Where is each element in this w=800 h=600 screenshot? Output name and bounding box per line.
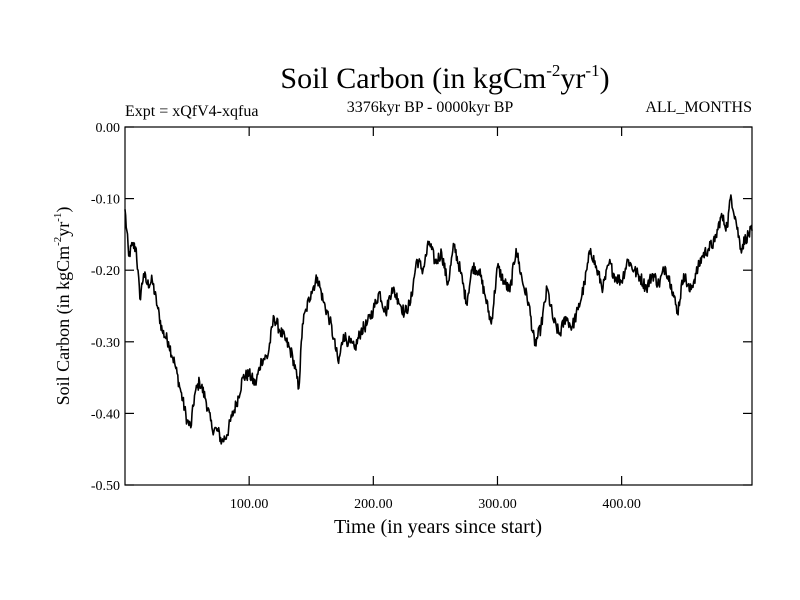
x-axis-title: Time (in years since start) xyxy=(334,516,542,538)
y-axis-title-sup2: -1 xyxy=(52,213,64,222)
y-tick-label: -0.10 xyxy=(91,193,120,208)
y-tick-label: 0.00 xyxy=(96,121,121,136)
x-tick-label: 200.00 xyxy=(354,497,393,512)
x-axis-ticks: 100.00 200.00 300.00 400.00 xyxy=(230,127,641,512)
subtitle-experiment: Expt = xQfV4-xqfua xyxy=(125,103,258,120)
x-tick-label: 400.00 xyxy=(602,497,641,512)
chart-title-sup1: -2 xyxy=(546,61,560,80)
plot-frame xyxy=(124,126,753,486)
chart-title-sup2: -1 xyxy=(585,61,599,80)
x-tick-label: 100.00 xyxy=(230,497,269,512)
y-axis-title-sup1: -2 xyxy=(52,237,64,246)
y-axis-ticks: 0.00 -0.10 -0.20 -0.30 -0.40 -0.50 xyxy=(91,121,752,494)
y-tick-label: -0.30 xyxy=(91,336,120,351)
subtitle-time-range: 3376kyr BP - 0000kyr BP xyxy=(347,99,514,116)
y-tick-label: -0.40 xyxy=(91,407,120,422)
y-axis-title-end: ) xyxy=(53,207,74,213)
series-group xyxy=(124,194,753,445)
y-axis-title-mid: yr xyxy=(53,222,73,237)
x-tick-label: 300.00 xyxy=(478,497,517,512)
series-line xyxy=(124,194,753,445)
y-tick-label: -0.50 xyxy=(91,479,120,494)
subtitle-months: ALL_MONTHS xyxy=(645,99,752,116)
y-axis-title: Soil Carbon (in kgCm-2yr-1) xyxy=(52,207,74,406)
chart-title-end: ) xyxy=(600,62,610,95)
chart-title-mid: yr xyxy=(560,62,585,95)
chart-title-base: Soil Carbon (in kgCm xyxy=(280,62,546,95)
y-tick-label: -0.20 xyxy=(91,264,120,279)
y-axis-title-base: Soil Carbon (in kgCm xyxy=(53,246,74,406)
chart-title: Soil Carbon (in kgCm-2yr-1) xyxy=(280,61,609,95)
